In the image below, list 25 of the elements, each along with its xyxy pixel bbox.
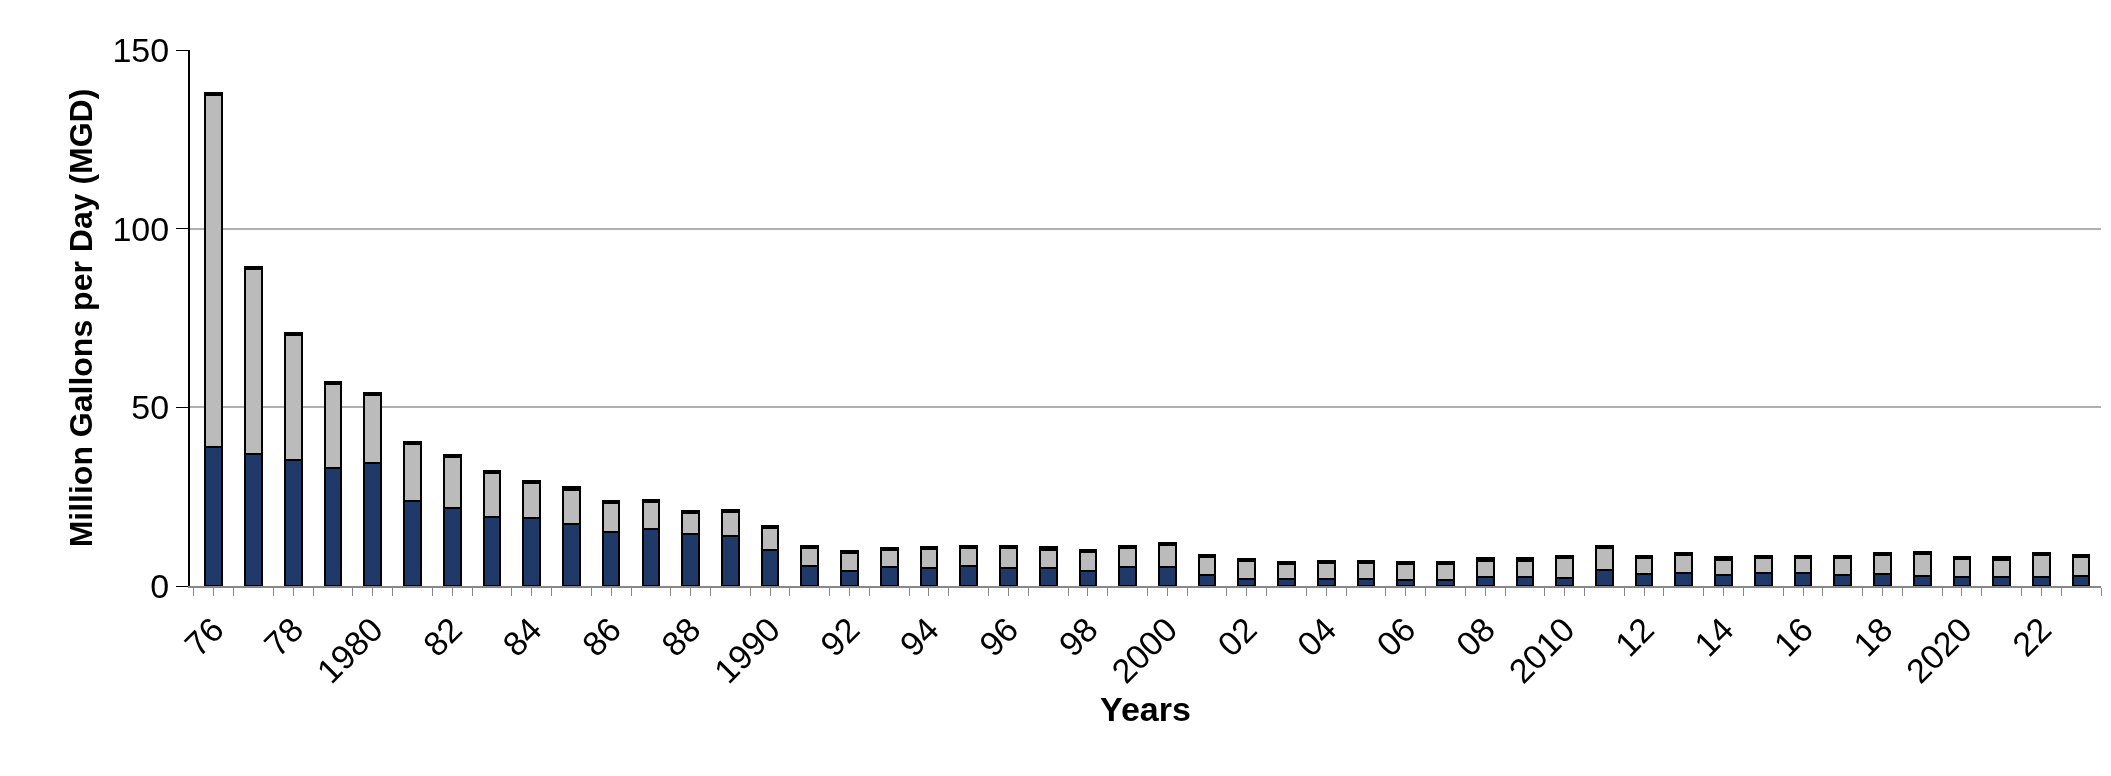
y-tick-label: 50 — [131, 388, 170, 427]
x-tick-label: 06 — [1369, 609, 1423, 664]
x-tick-label: 08 — [1448, 609, 1503, 664]
y-tick-label: 150 — [112, 30, 170, 69]
x-tick-label: 18 — [1845, 609, 1900, 664]
x-tick-label: 22 — [2004, 609, 2059, 664]
y-tick-label: 0 — [150, 566, 170, 605]
x-tick-label: 94 — [892, 609, 946, 664]
y-tick-label: 100 — [112, 209, 170, 248]
x-tick-label: 04 — [1289, 609, 1344, 664]
x-tick-label: 96 — [971, 609, 1026, 664]
x-tick-label: 14 — [1686, 609, 1741, 664]
x-tick-label: 86 — [574, 609, 629, 664]
x-tick-label: 02 — [1210, 609, 1264, 664]
x-tick-label: 16 — [1766, 609, 1820, 664]
x-tick-label: 98 — [1051, 609, 1105, 664]
x-tick-label: 12 — [1607, 609, 1662, 664]
y-axis-title: Million Gallons per Day (MGD) — [63, 88, 100, 548]
x-tick-label: 92 — [812, 609, 867, 664]
x-tick-label: 78 — [256, 609, 311, 664]
x-tick-label: 84 — [495, 609, 549, 664]
x-tick-label: 76 — [177, 609, 231, 664]
x-axis-title: Years — [1100, 690, 1191, 729]
x-tick-label: 82 — [415, 609, 470, 664]
x-tick-label: 88 — [653, 609, 708, 664]
